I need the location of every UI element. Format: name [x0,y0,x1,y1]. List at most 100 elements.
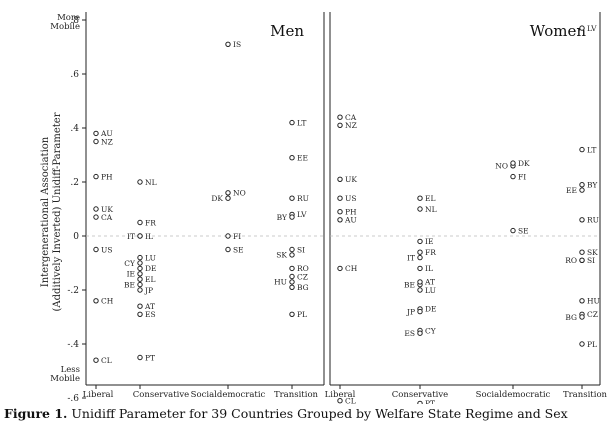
point-label: BY [277,213,288,222]
data-point [289,265,295,272]
point-label: US [345,194,356,203]
data-point [137,260,143,266]
point-label: LT [297,118,306,127]
x-tick-label: Liberal [83,390,114,400]
data-point [225,246,231,253]
point-label: SE [518,226,529,235]
point-label: RO [297,264,309,273]
y-bottom-label-2: Mobile [50,374,80,384]
data-point [289,284,295,290]
point-label: BE [124,280,135,289]
point-label: RU [297,194,309,203]
point-label: IT [127,232,135,241]
point-label: SE [233,245,244,254]
data-point [137,276,143,282]
point-label: BG [297,283,309,292]
data-point [579,25,585,31]
point-label: FI [233,232,241,241]
data-point [137,179,143,185]
point-label: IL [145,232,153,241]
point-label: LU [145,253,156,262]
data-point [337,209,343,215]
point-label: AT [424,278,435,287]
point-label: CL [101,356,112,365]
data-point [93,246,99,253]
data-point [337,122,343,129]
data-point [93,138,99,145]
point-label: DK [518,159,530,168]
point-label: FI [518,172,526,181]
point-label: DE [145,264,157,273]
x-tick-label: Socialdemocratic [191,390,266,400]
point-label: EE [566,186,577,195]
panel-women: Women Liberal Conservative Socialdemocrati… [325,12,608,404]
point-label: NO [233,189,246,198]
figure-caption: Figure 1. Unidiff Parameter for 39 Count… [4,406,606,421]
point-label: PL [297,310,307,319]
point-label: EL [145,275,155,284]
point-label: DE [425,305,437,314]
point-label: DK [211,194,223,203]
data-point [417,265,423,272]
point-label: HU [274,278,287,287]
x-tick-label: Transition [274,390,319,400]
point-label: PL [587,340,597,349]
data-point [337,265,343,272]
point-label: AU [100,129,113,138]
point-label: AU [344,216,357,225]
data-point [579,257,585,263]
x-tick-label: Conservative [133,390,189,400]
point-label: JP [406,307,415,316]
x-tick-label: Socialdemocratic [476,390,551,400]
point-label: IL [425,264,433,273]
point-label: RO [565,256,577,265]
point-label: IT [407,253,415,262]
point-label: NL [425,205,437,214]
data-point [289,273,295,280]
data-point [289,279,295,285]
point-label: CH [101,297,114,306]
data-point [225,195,231,201]
y-axis-title-line1: Intergenerational Association [40,136,51,287]
y-tick-label: .8 [70,16,79,26]
data-point [137,311,143,317]
y-tick-label: -.6 [67,394,79,404]
data-point [417,254,423,261]
panel-men-title: Men [270,22,304,40]
point-label: CH [345,264,358,273]
y-tick-label: .4 [70,124,79,134]
data-point [93,357,99,363]
data-point [289,195,295,201]
data-point [137,271,143,277]
point-label: FR [145,218,156,227]
point-label: HU [587,297,600,306]
data-point [289,155,295,161]
point-label: AT [144,302,155,311]
point-label: SI [587,256,595,265]
point-label: IE [127,270,135,279]
data-point [417,249,423,255]
y-top-label-2: Mobile [50,22,80,32]
data-point [93,214,99,220]
point-label: NZ [345,121,357,130]
data-point [137,354,143,361]
point-label: CY [124,259,136,268]
y-tick-label: -.4 [67,340,79,350]
point-label: CY [425,326,437,335]
point-label: CA [345,113,357,122]
data-point [93,130,99,137]
data-point [417,330,423,336]
point-label: BG [565,313,577,322]
data-point [579,298,585,304]
point-label: IS [233,40,241,49]
point-label: LV [297,210,307,219]
point-label: UK [101,205,113,214]
data-point [417,238,423,245]
point-label: EL [425,194,435,203]
data-point [579,217,585,223]
x-tick-label: Conservative [392,390,448,400]
data-point [417,400,423,404]
data-point [289,252,295,258]
panel-men: Men Liberal Conservative Socialdemocratic T… [83,12,325,400]
data-point [289,311,295,317]
